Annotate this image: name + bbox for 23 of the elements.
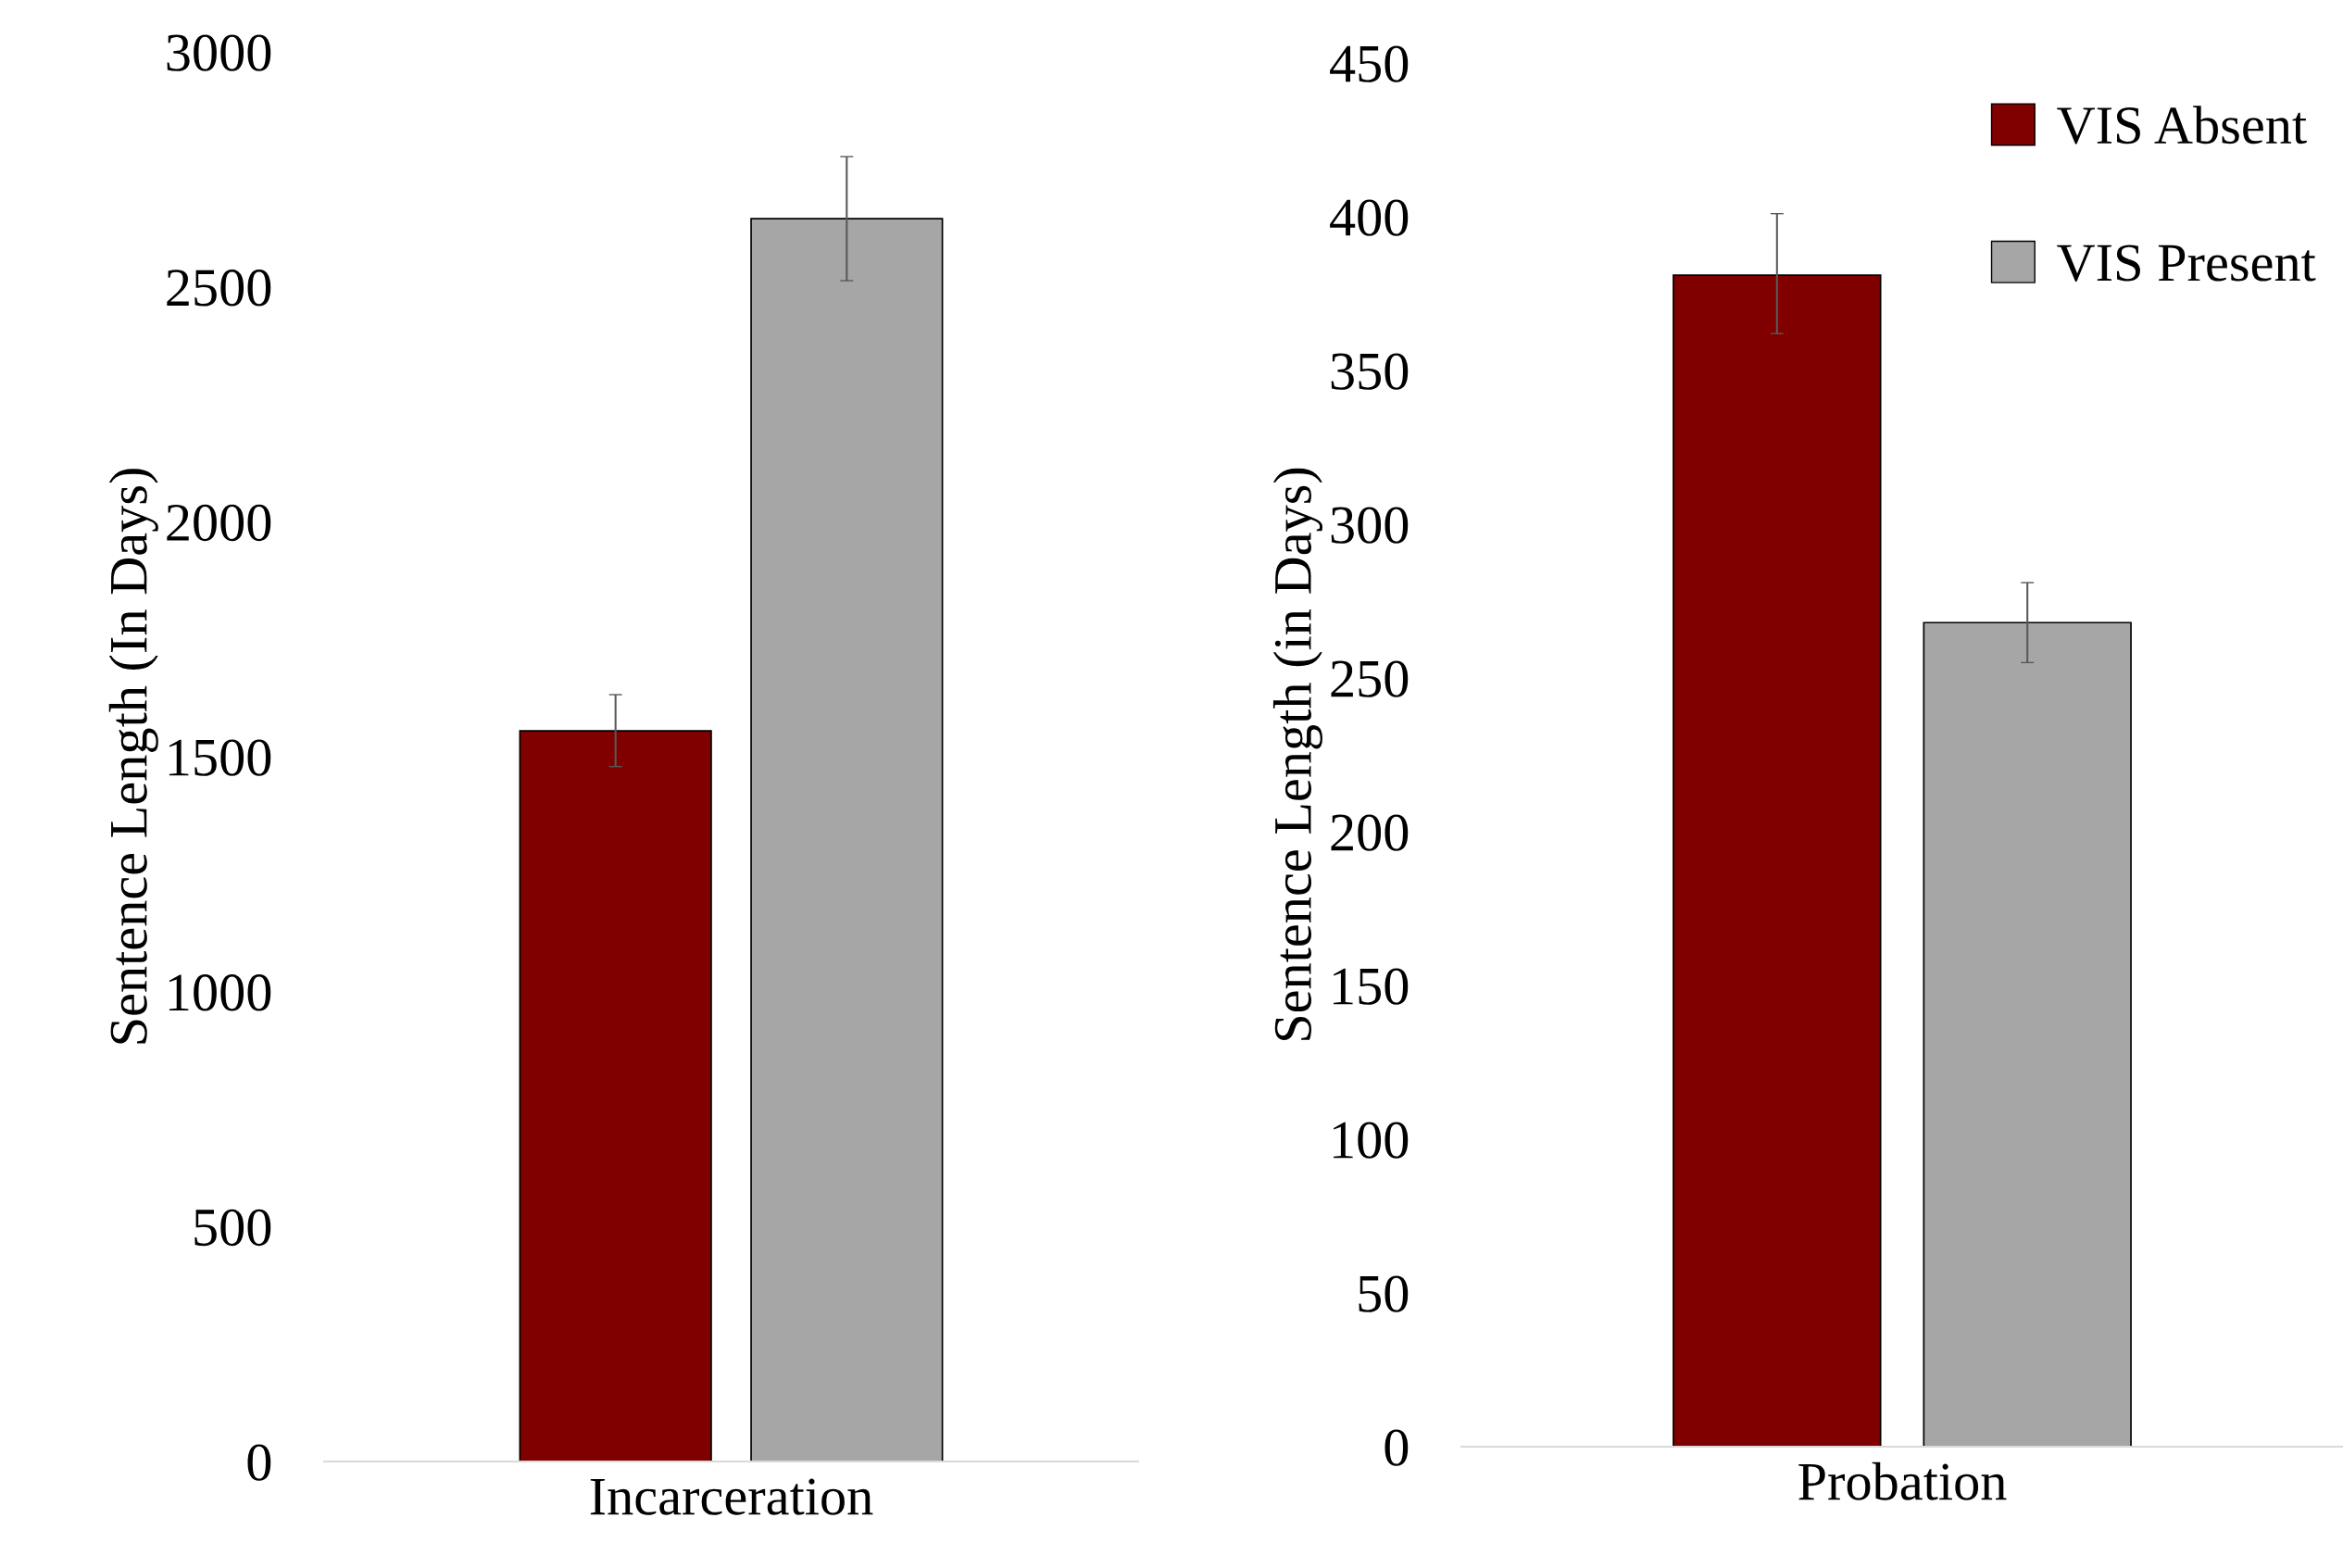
y-tick-label: 1500 — [169, 739, 271, 776]
y-tick-label: 1000 — [169, 974, 271, 1011]
y-tick-label: 50 — [1359, 1275, 1409, 1312]
y-tick-label: 350 — [1331, 353, 1409, 390]
y-tick-label: 100 — [1334, 1122, 1409, 1159]
y-axis-title: Sentence Length (In Days) — [108, 469, 158, 1044]
y-tick-label: 450 — [1330, 45, 1409, 82]
y-tick-label: 500 — [194, 1209, 271, 1247]
legend-label: VIS Absent — [2057, 106, 2307, 144]
y-tick-label: 200 — [1331, 814, 1409, 851]
x-tick-label: Incarceration — [590, 1478, 873, 1515]
y-tick-label: 3000 — [167, 34, 271, 71]
y-tick-label: 0 — [247, 1444, 271, 1481]
y-axis-title: Sentence Length (in Days) — [1272, 468, 1322, 1040]
y-tick-label: 150 — [1334, 968, 1409, 1005]
x-tick-label: Probation — [1798, 1461, 2007, 1500]
y-tick-label: 2500 — [167, 270, 271, 307]
y-tick-label: 400 — [1330, 199, 1409, 236]
y-tick-label: 2000 — [167, 504, 271, 542]
y-tick-label: 300 — [1331, 507, 1409, 544]
y-tick-label: 250 — [1331, 660, 1409, 697]
y-tick-label: 0 — [1384, 1429, 1409, 1466]
legend-label: VIS Present — [2057, 245, 2316, 282]
